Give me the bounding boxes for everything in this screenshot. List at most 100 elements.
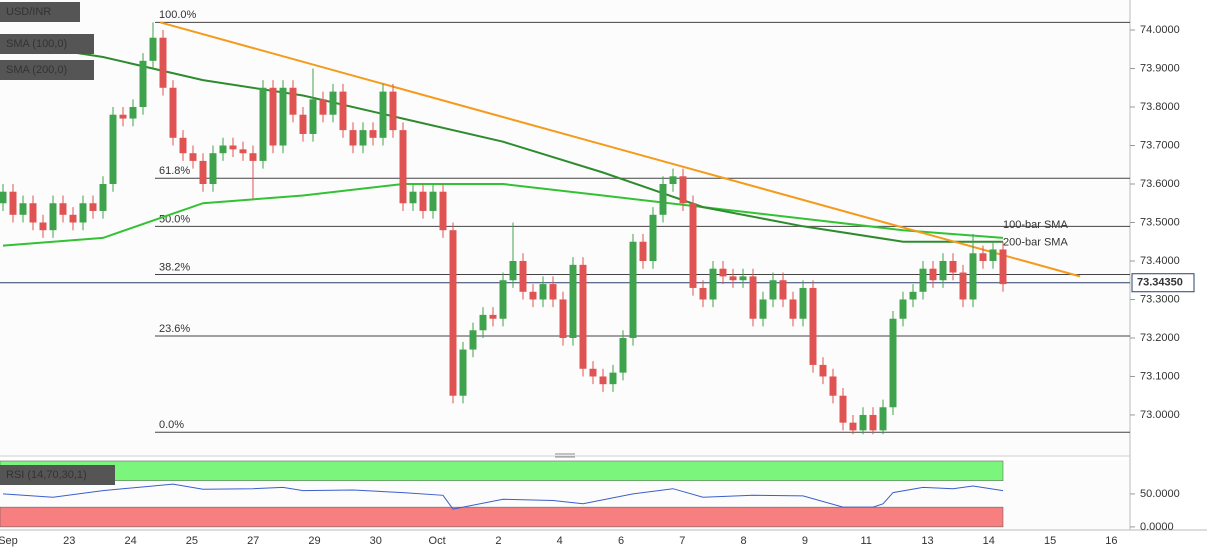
legend-box [0,2,80,22]
x-tick-label: 29 [308,535,320,547]
candle-body [169,87,177,138]
x-tick-label: 7 [679,535,685,547]
candle-body [0,191,7,204]
candle-body [639,241,647,261]
candle-body [729,276,737,281]
fib-label: 0.0% [159,419,184,431]
legend-box [0,60,94,80]
fib-label: 23.6% [159,323,190,335]
y-tick-label: 73.0000 [1140,409,1180,421]
y-tick-label: 73.8000 [1140,101,1180,113]
candle-body [809,287,817,365]
sma-annotation: 100-bar SMA [1003,219,1068,231]
x-tick-label: 16 [1105,535,1117,547]
y-tick-label: 73.9000 [1140,62,1180,74]
x-tick-label: 2 [495,535,501,547]
candle-body [519,260,527,292]
candle-body [349,130,357,146]
candle-body [329,91,337,115]
candle-body [59,203,67,215]
candle-body [199,160,207,185]
candle-body [279,87,287,146]
candle-body [689,203,697,288]
candle-body [859,414,867,431]
candle-body [549,284,557,300]
candle-body [129,107,137,119]
x-tick-label: 23 [63,535,75,547]
y-tick-label: 73.4000 [1140,255,1180,267]
candle-body [439,191,447,231]
y-tick-label: 73.5000 [1140,216,1180,228]
candle-body [189,153,197,161]
candle-body [149,37,157,61]
candle-body [529,291,537,300]
candle-body [379,91,387,138]
legend-box [0,34,94,54]
candle-body [369,130,377,138]
candle-body [239,149,247,154]
divider-handle[interactable] [555,453,575,458]
candle-body [999,249,1007,285]
candle-body [339,91,347,131]
legend-label: SMA (200,0) [6,64,67,76]
legend-label: SMA (100,0) [6,38,67,50]
fib-label: 50.0% [159,213,190,225]
candle-body [879,407,887,431]
candle-body [209,153,217,185]
y-tick-label: 73.7000 [1140,139,1180,151]
candle-body [469,330,477,350]
candle-body [819,364,827,377]
last-price-label: 73.34350 [1137,277,1183,289]
candle-body [89,203,97,211]
x-tick-label: 27 [247,535,259,547]
candle-body [539,284,547,300]
candle-body [399,130,407,204]
candle-body [29,203,37,223]
candle-body [989,249,997,261]
fib-label: 38.2% [159,261,190,273]
candle-body [769,280,777,300]
candle-body [139,60,147,108]
x-tick-label: 13 [921,535,933,547]
x-tick-label: Oct [429,535,446,547]
candle-body [789,299,797,319]
rsi-legend-box [0,465,115,485]
candle-body [649,214,657,261]
rsi-tick-label: 50.0000 [1140,488,1180,500]
x-tick-label: 9 [802,535,808,547]
candle-body [499,280,507,319]
x-tick-label: 11 [860,535,871,547]
candle-body [679,176,687,204]
sma-annotation: 200-bar SMA [1003,237,1068,249]
x-tick-label: 4 [557,535,563,547]
candle-body [629,241,637,338]
candle-body [259,87,267,161]
x-tick-label: 6 [618,535,624,547]
candle-body [929,268,937,281]
x-tick-label: 25 [186,535,198,547]
candle-body [479,314,487,331]
candle-body [959,272,967,300]
y-tick-label: 74.0000 [1140,24,1180,36]
candle-body [739,276,747,281]
candle-body [409,191,417,204]
candle-body [219,145,227,154]
candle-body [269,87,277,146]
rsi-tick-label: 0.0000 [1140,521,1174,533]
rsi-band [0,506,1004,528]
candle-body [889,318,897,408]
candle-body [949,260,957,273]
candle-body [39,222,47,231]
candle-body [749,276,757,319]
candle-body [359,130,367,146]
candle-body [319,99,327,115]
candle-body [299,114,307,134]
candle-body [919,268,927,292]
candle-body [159,37,167,88]
y-tick-label: 73.6000 [1140,178,1180,190]
candle-body [659,184,667,215]
x-tick-label: 24 [124,535,136,547]
candle-body [69,214,77,223]
candle-body [309,99,317,134]
